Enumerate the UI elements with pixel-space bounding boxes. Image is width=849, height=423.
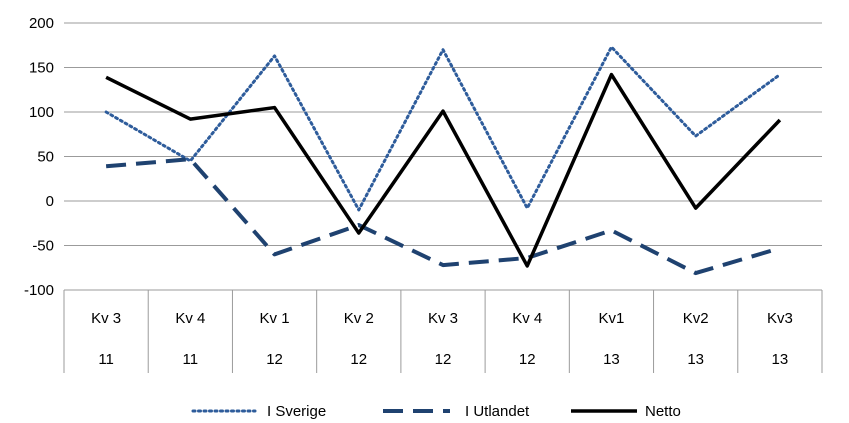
x-tick-label-year: 13 (603, 351, 620, 368)
legend-label-1: I Utlandet (465, 403, 530, 420)
x-tick-label-quarter: Kv 4 (175, 310, 205, 327)
y-tick-label: 150 (29, 60, 54, 77)
series-line-2 (105, 72, 782, 268)
x-tick-label-quarter: Kv 1 (260, 310, 290, 327)
x-tick-label-quarter: Kv1 (599, 310, 625, 327)
y-tick-label: 0 (46, 193, 54, 210)
series-lines (104, 45, 782, 276)
legend: I Sverige I Utlandet Netto (191, 403, 681, 420)
y-axis-tick-labels: 200 150 100 50 0 -50 -100 (24, 15, 54, 299)
y-tick-label: 50 (37, 149, 54, 166)
x-tick-label-year: 13 (687, 351, 704, 368)
series-line-0 (104, 45, 782, 212)
y-tick-label: -100 (24, 282, 54, 299)
x-tick-label-year: 13 (772, 351, 789, 368)
x-tick-label-quarter: Kv2 (683, 310, 709, 327)
gridlines (64, 22, 822, 291)
y-tick-label: 200 (29, 15, 54, 32)
x-tick-label-quarter: Kv 4 (512, 310, 542, 327)
x-tick-label-year: 12 (266, 351, 283, 368)
x-tick-label-quarter: Kv 2 (344, 310, 374, 327)
series-line-1 (105, 157, 781, 276)
legend-label-2: Netto (645, 403, 681, 420)
y-tick-label: -50 (32, 238, 54, 255)
x-tick-label-quarter: Kv 3 (428, 310, 458, 327)
x-tick-label-year: 12 (435, 351, 452, 368)
x-tick-label-quarter: Kv 3 (91, 310, 121, 327)
x-tick-label-year: 12 (519, 351, 536, 368)
x-tick-label-quarter: Kv3 (767, 310, 793, 327)
y-tick-label: 100 (29, 104, 54, 121)
x-tick-label-year: 12 (350, 351, 367, 368)
x-tick-label-year: 11 (98, 351, 114, 368)
legend-label-0: I Sverige (267, 403, 326, 420)
x-axis: Kv 3 11 Kv 4 11 Kv 1 12 Kv 2 12 Kv 3 12 Kv 4 12 Kv1 1… (63, 290, 823, 373)
x-tick-label-year: 11 (183, 351, 199, 368)
